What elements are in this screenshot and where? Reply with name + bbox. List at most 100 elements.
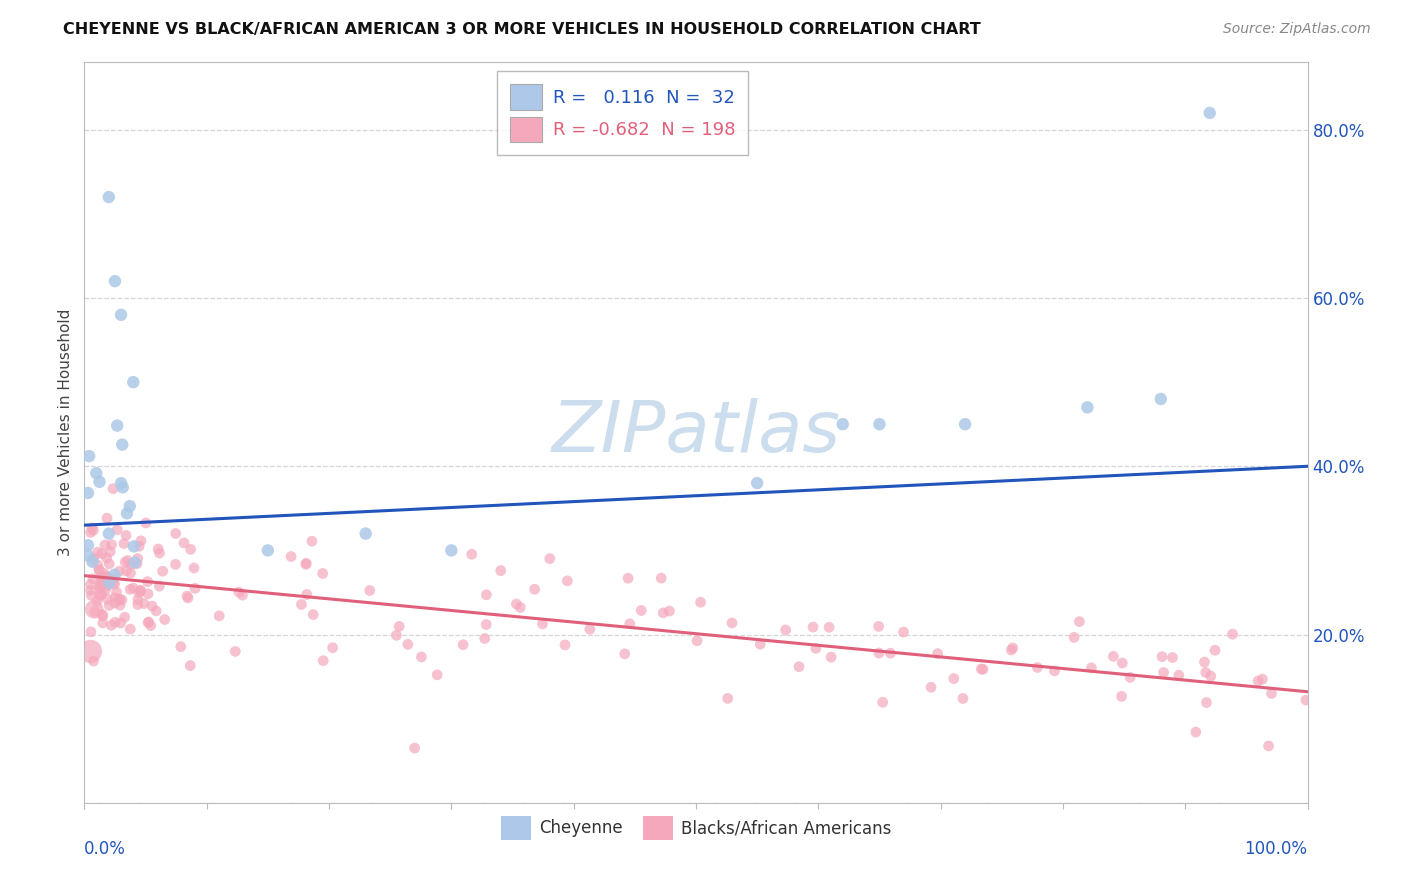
Point bbox=[257, 543, 280, 558]
Point bbox=[82, 555, 104, 569]
Point bbox=[388, 619, 411, 633]
Point bbox=[177, 591, 200, 605]
Point bbox=[118, 499, 141, 513]
Point bbox=[972, 662, 994, 676]
Text: ZIPatlas: ZIPatlas bbox=[551, 398, 841, 467]
Point bbox=[87, 545, 110, 559]
Point bbox=[114, 555, 136, 569]
Point bbox=[868, 646, 890, 660]
Point bbox=[128, 539, 150, 553]
Point bbox=[1251, 672, 1274, 686]
Point bbox=[831, 417, 853, 432]
Point bbox=[90, 587, 112, 601]
Point bbox=[120, 582, 142, 597]
Point bbox=[104, 577, 127, 591]
Point bbox=[89, 563, 111, 577]
Point bbox=[152, 564, 174, 578]
Point bbox=[127, 592, 149, 607]
Point bbox=[110, 476, 132, 491]
Point bbox=[83, 654, 105, 668]
Point bbox=[136, 587, 159, 601]
Point bbox=[79, 577, 101, 591]
Point bbox=[505, 597, 527, 611]
Point bbox=[91, 608, 114, 623]
Point bbox=[1153, 665, 1175, 680]
Point bbox=[1257, 739, 1279, 753]
Point bbox=[120, 622, 142, 636]
Point bbox=[1295, 693, 1317, 707]
Text: 100.0%: 100.0% bbox=[1244, 840, 1308, 858]
Point bbox=[84, 466, 107, 480]
Point bbox=[77, 486, 100, 500]
Point bbox=[557, 574, 579, 588]
Point bbox=[91, 575, 114, 590]
Point bbox=[927, 647, 949, 661]
Point bbox=[124, 556, 146, 570]
Point bbox=[312, 566, 335, 581]
Point bbox=[98, 599, 121, 613]
Point bbox=[96, 511, 118, 525]
Point bbox=[1194, 655, 1216, 669]
Point bbox=[224, 644, 246, 658]
Point bbox=[83, 605, 105, 619]
Point bbox=[90, 547, 112, 561]
Point bbox=[411, 649, 433, 664]
Point bbox=[385, 628, 408, 642]
Point bbox=[79, 525, 101, 540]
Point bbox=[138, 615, 160, 629]
Point bbox=[801, 620, 824, 634]
Point bbox=[108, 564, 131, 578]
Text: Source: ZipAtlas.com: Source: ZipAtlas.com bbox=[1223, 22, 1371, 37]
Point bbox=[176, 589, 198, 603]
Point bbox=[613, 647, 636, 661]
Point bbox=[105, 418, 128, 433]
Point bbox=[650, 571, 672, 585]
Point bbox=[108, 592, 131, 607]
Point bbox=[139, 618, 162, 632]
Point bbox=[110, 308, 132, 322]
Point bbox=[141, 599, 163, 613]
Point bbox=[105, 585, 128, 599]
Point bbox=[461, 547, 484, 561]
Point bbox=[110, 615, 132, 630]
Point bbox=[108, 592, 131, 607]
Point bbox=[475, 588, 498, 602]
Point bbox=[170, 640, 193, 654]
Point bbox=[893, 625, 915, 640]
Point bbox=[136, 574, 159, 589]
Point bbox=[322, 640, 344, 655]
Point bbox=[96, 570, 118, 584]
Point bbox=[747, 476, 769, 491]
Point bbox=[231, 588, 253, 602]
Point bbox=[135, 516, 157, 530]
Point bbox=[87, 558, 110, 573]
Point bbox=[183, 561, 205, 575]
Point bbox=[79, 583, 101, 598]
Point bbox=[132, 597, 155, 611]
Point bbox=[100, 618, 122, 632]
Point bbox=[89, 576, 111, 591]
Point bbox=[108, 598, 131, 612]
Point bbox=[77, 549, 100, 563]
Point bbox=[1204, 643, 1226, 657]
Point bbox=[93, 566, 115, 581]
Point bbox=[104, 615, 127, 630]
Point bbox=[295, 588, 318, 602]
Point bbox=[77, 449, 100, 463]
Point bbox=[302, 607, 325, 622]
Point bbox=[103, 575, 125, 590]
Point bbox=[89, 581, 111, 595]
Point bbox=[879, 646, 901, 660]
Point bbox=[98, 557, 121, 571]
Point bbox=[129, 583, 152, 598]
Point bbox=[396, 637, 419, 651]
Point bbox=[1167, 668, 1189, 682]
Point bbox=[869, 417, 891, 432]
Point bbox=[165, 526, 187, 541]
Point bbox=[83, 602, 105, 616]
Point bbox=[91, 607, 114, 622]
Point bbox=[426, 668, 449, 682]
Point bbox=[1000, 643, 1022, 657]
Point bbox=[717, 691, 740, 706]
Point bbox=[104, 567, 127, 582]
